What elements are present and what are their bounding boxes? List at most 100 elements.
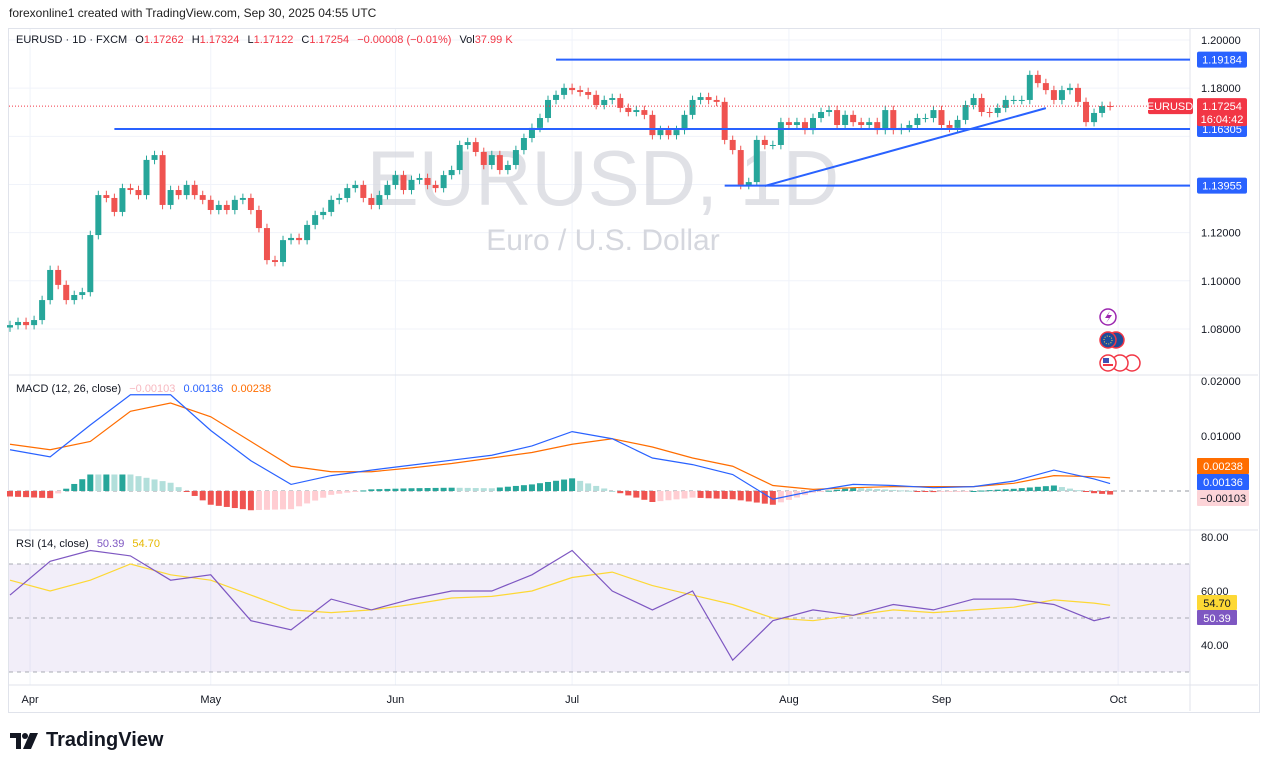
brand-name: TradingView: [46, 729, 164, 751]
macd-value-tag: [1197, 458, 1249, 474]
candle-body: [392, 175, 399, 185]
candle-body: [858, 122, 865, 126]
candle-body: [384, 184, 391, 196]
macd-histogram-bar: [296, 491, 303, 507]
rsi-axis-label: 80.00: [1201, 532, 1229, 544]
macd-histogram-bar: [135, 476, 142, 491]
candle-body: [1026, 74, 1033, 100]
macd-histogram-bar: [215, 491, 222, 506]
candle-body: [1042, 83, 1049, 91]
macd-histogram-bar: [930, 491, 937, 493]
candle-body: [520, 138, 527, 151]
macd-histogram-bar: [167, 482, 174, 491]
rsi-ma-value: 54.70: [132, 538, 160, 550]
candle-body: [39, 300, 46, 321]
macd-value-tag-label: 0.00238: [1203, 461, 1243, 473]
candle-body: [63, 284, 70, 301]
macd-histogram-bar: [1066, 488, 1073, 491]
macd-histogram-bar: [601, 488, 608, 491]
macd-histogram-bar: [392, 488, 399, 491]
macd-histogram-bar: [818, 491, 825, 492]
eu-flag-icon[interactable]: [1099, 331, 1125, 349]
candle-body: [280, 240, 287, 263]
candle-body: [1034, 74, 1041, 84]
macd-histogram-bar: [23, 491, 30, 498]
candle-body: [23, 321, 30, 326]
symbol-info[interactable]: EURUSD · 1D · FXCM: [16, 34, 128, 46]
candle-body: [239, 197, 246, 200]
macd-histogram-bar: [705, 491, 712, 499]
time-axis-label: Oct: [1110, 694, 1127, 706]
candle-body: [1050, 90, 1057, 100]
price-change: −0.00008 (−0.01%): [357, 34, 452, 46]
macd-histogram-bar: [488, 488, 495, 491]
candle-body: [223, 204, 230, 211]
candle-body: [713, 99, 720, 102]
candle-body: [512, 150, 519, 165]
price-axis-label: 1.20000: [1201, 35, 1241, 47]
macd-histogram-bar: [271, 491, 278, 510]
macd-histogram-bar: [954, 491, 961, 492]
candle-body: [826, 110, 833, 112]
candle-body: [721, 101, 728, 140]
macd-histogram-bar: [761, 491, 768, 504]
candle-body: [360, 184, 367, 198]
candle-body: [673, 130, 680, 136]
time-axis-label: Aug: [779, 694, 799, 706]
macd-histogram-bar: [834, 489, 841, 491]
macd-histogram-bar: [328, 491, 335, 495]
rsi-value-tag-label: 50.39: [1203, 613, 1231, 625]
rsi-ma-line: [9, 563, 1111, 622]
macd-histogram-bar: [263, 491, 270, 510]
candle-body: [906, 125, 913, 128]
candle-body: [553, 94, 560, 100]
macd-histogram-bar: [432, 487, 439, 491]
macd-histogram-bar: [713, 491, 720, 499]
macd-histogram-bar: [31, 491, 38, 498]
candle-body: [593, 94, 600, 106]
macd-histogram-bar: [312, 491, 319, 501]
rsi-legend[interactable]: RSI (14, close) 50.39 54.70: [16, 538, 165, 550]
candle-body: [15, 321, 22, 326]
macd-histogram-bar: [280, 491, 287, 510]
macd-histogram-bar: [71, 483, 78, 491]
macd-histogram-bar: [456, 487, 463, 491]
macd-histogram-bar: [368, 489, 375, 491]
candle-body: [922, 118, 929, 120]
candle-body: [745, 182, 752, 185]
tradingview-logo: TradingView: [10, 729, 163, 752]
chart-frame: [8, 28, 1260, 713]
us-flag-icon[interactable]: [1099, 354, 1141, 372]
macd-histogram-bar: [1042, 486, 1049, 491]
macd-histogram-bar: [1099, 491, 1106, 494]
macd-histogram-bar: [633, 491, 640, 498]
macd-histogram-bar: [858, 488, 865, 491]
macd-histogram-bar: [400, 488, 407, 491]
price-axis-label: 1.18000: [1201, 83, 1241, 95]
level-tag: [1197, 177, 1247, 194]
candle-body: [569, 87, 576, 91]
macd-histogram-bar: [978, 490, 985, 492]
price-axis-label: 1.12000: [1201, 228, 1241, 240]
macd-histogram-bar: [866, 488, 873, 491]
candle-body: [376, 195, 383, 205]
candle-body: [657, 130, 664, 136]
level-tag-label: 1.19184: [1202, 55, 1242, 67]
macd-histogram-bar: [1083, 491, 1090, 492]
macd-histogram-bar: [649, 491, 656, 502]
macd-histogram-bar: [850, 487, 857, 491]
candle-body: [312, 215, 319, 225]
macd-histogram-bar: [1091, 491, 1098, 494]
macd-histogram-bar: [986, 490, 993, 492]
macd-histogram-bar: [625, 491, 632, 496]
candle-body: [496, 155, 503, 171]
candle-body: [1010, 99, 1017, 101]
candle-body: [601, 99, 608, 106]
macd-histogram-bar: [721, 491, 728, 499]
macd-histogram-bar: [496, 487, 503, 491]
candle-body: [344, 188, 351, 198]
macd-histogram-bar: [199, 491, 206, 501]
macd-legend[interactable]: MACD (12, 26, close) −0.00103 0.00136 0.…: [16, 383, 276, 395]
lightning-icon[interactable]: [1099, 308, 1117, 326]
